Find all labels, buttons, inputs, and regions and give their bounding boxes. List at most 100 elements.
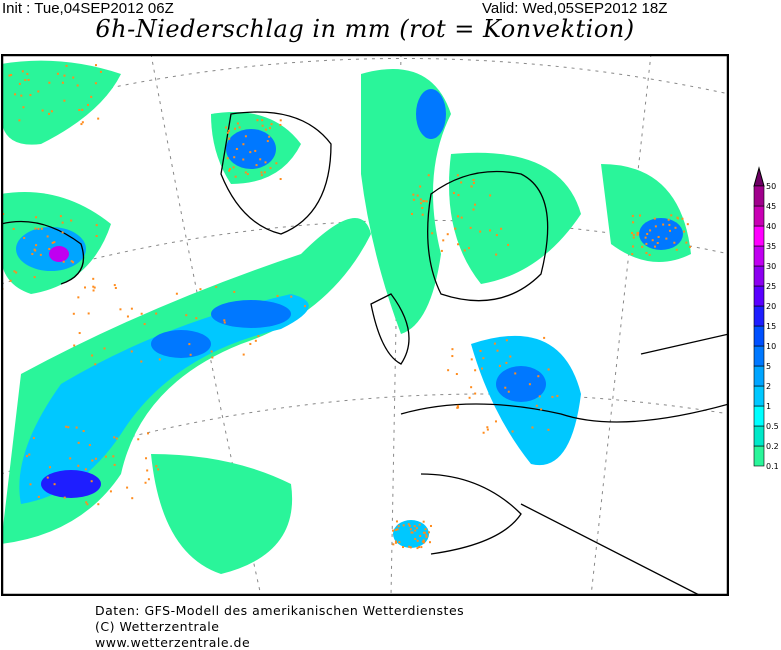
convection-dot bbox=[54, 483, 56, 485]
colorbar-segment bbox=[754, 326, 764, 346]
convection-dot bbox=[632, 221, 634, 223]
convection-dot bbox=[473, 182, 475, 184]
convection-dot bbox=[126, 487, 128, 489]
convection-dot bbox=[211, 356, 213, 358]
colorbar-arrow bbox=[754, 168, 764, 186]
convection-dot bbox=[137, 438, 139, 440]
convection-dot bbox=[633, 237, 635, 239]
convection-dot bbox=[40, 254, 42, 256]
convection-dot bbox=[26, 73, 28, 75]
convection-dot bbox=[637, 234, 639, 236]
convection-dot bbox=[486, 426, 488, 428]
convection-dot bbox=[259, 158, 261, 160]
convection-dot bbox=[233, 291, 235, 293]
convection-dot bbox=[474, 204, 476, 206]
convection-dot bbox=[447, 233, 449, 235]
convection-dot bbox=[471, 185, 473, 187]
convection-dot bbox=[639, 215, 641, 217]
convection-dot bbox=[464, 249, 466, 251]
convection-dot bbox=[13, 228, 15, 230]
convection-dot bbox=[67, 426, 69, 428]
convection-dot bbox=[29, 94, 31, 96]
colorbar-segment bbox=[754, 226, 764, 246]
convection-dot bbox=[42, 110, 44, 112]
convection-dot bbox=[47, 477, 49, 479]
convection-dot bbox=[416, 527, 418, 529]
convection-dot bbox=[551, 396, 553, 398]
convection-dot bbox=[256, 164, 258, 166]
convection-dot bbox=[453, 192, 455, 194]
convection-dot bbox=[500, 228, 502, 230]
convection-dot bbox=[537, 375, 539, 377]
convection-dot bbox=[242, 158, 244, 160]
convection-dot bbox=[47, 235, 49, 237]
colorbar-label: 0.1 bbox=[766, 462, 779, 471]
convection-dot bbox=[504, 387, 506, 389]
convection-dot bbox=[645, 252, 647, 254]
convection-dot bbox=[457, 194, 459, 196]
colorbar-label: 10 bbox=[766, 342, 776, 351]
colorbar-label: 30 bbox=[766, 262, 776, 271]
convection-dot bbox=[114, 464, 116, 466]
convection-dot bbox=[431, 232, 433, 234]
convection-dot bbox=[267, 140, 269, 142]
colorbar-segment bbox=[754, 446, 764, 466]
convection-dot bbox=[116, 437, 118, 439]
convection-dot bbox=[82, 121, 84, 123]
convection-dot bbox=[669, 230, 671, 232]
convection-dot bbox=[245, 171, 247, 173]
convection-dot bbox=[419, 524, 421, 526]
convection-dot bbox=[657, 242, 659, 244]
convection-dot bbox=[396, 520, 398, 522]
convection-dot bbox=[188, 343, 190, 345]
colorbar-label: 40 bbox=[766, 222, 776, 231]
convection-dot bbox=[662, 224, 664, 226]
convection-dot bbox=[409, 525, 411, 527]
convection-dot bbox=[277, 295, 279, 297]
convection-dot bbox=[90, 96, 92, 98]
convection-dot bbox=[26, 455, 28, 457]
convection-dot bbox=[460, 181, 462, 183]
convection-dot bbox=[304, 305, 306, 307]
convection-dot bbox=[97, 503, 99, 505]
convection-dot bbox=[18, 119, 20, 121]
convection-dot bbox=[512, 430, 514, 432]
convection-dot bbox=[275, 162, 277, 164]
convection-dot bbox=[254, 150, 256, 152]
convection-dot bbox=[425, 534, 427, 536]
convection-dot bbox=[49, 466, 51, 468]
colorbar-label: 1 bbox=[766, 402, 771, 411]
convection-dot bbox=[63, 261, 65, 263]
convection-dot bbox=[228, 138, 230, 140]
convection-dot bbox=[70, 220, 72, 222]
convection-dot bbox=[451, 348, 453, 350]
convection-dot bbox=[227, 157, 229, 159]
convection-dot bbox=[636, 232, 638, 234]
convection-dot bbox=[649, 229, 651, 231]
convection-dot bbox=[38, 496, 40, 498]
convection-dot bbox=[51, 110, 53, 112]
convection-dot bbox=[33, 437, 35, 439]
convection-dot bbox=[225, 126, 227, 128]
convection-dot bbox=[494, 343, 496, 345]
convection-dot bbox=[84, 286, 86, 288]
convection-dot bbox=[411, 531, 413, 533]
convection-dot bbox=[92, 286, 94, 288]
convection-dot bbox=[78, 109, 80, 111]
convection-dot bbox=[264, 171, 266, 173]
convection-dot bbox=[474, 393, 476, 395]
convection-dot bbox=[22, 70, 24, 72]
convection-dot bbox=[14, 93, 16, 95]
colorbar-label: 0.2 bbox=[766, 442, 779, 451]
convection-dot bbox=[255, 340, 257, 342]
convection-dot bbox=[269, 127, 271, 129]
convection-dot bbox=[34, 249, 36, 251]
convection-dot bbox=[53, 241, 55, 243]
convection-dot bbox=[412, 194, 414, 196]
convection-dot bbox=[419, 535, 421, 537]
convection-dot bbox=[65, 426, 67, 428]
convection-dot bbox=[72, 77, 74, 79]
convection-dot bbox=[48, 82, 50, 84]
convection-dot bbox=[227, 132, 229, 134]
convection-dot bbox=[689, 246, 691, 248]
